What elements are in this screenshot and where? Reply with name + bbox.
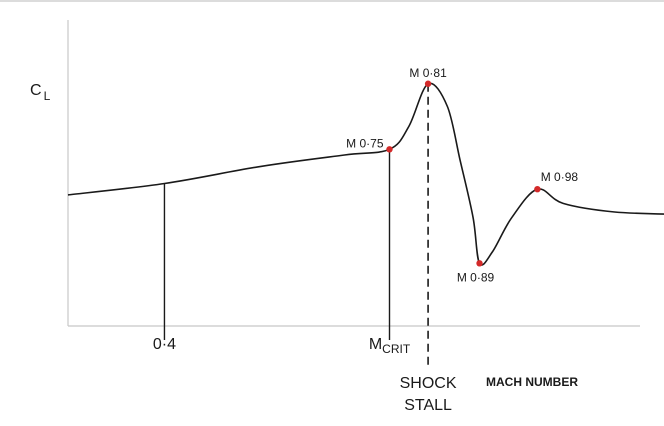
tick-label-0: 0·4 <box>153 336 176 353</box>
shock-stall-label-2: STALL <box>404 397 452 414</box>
y-axis-label-sub: L <box>44 89 51 103</box>
shock-stall-label-1: SHOCK <box>400 375 457 392</box>
cl-curve <box>67 82 664 266</box>
data-point-3 <box>534 186 541 193</box>
data-point-0 <box>386 146 393 153</box>
chart-marks: 0·4MCRIT1·21·4SHOCKSTALLM 0·75M 0·81M 0·… <box>67 66 664 414</box>
tick-label-1: MCRIT <box>369 336 411 356</box>
point-label-2: M 0·89 <box>457 270 495 284</box>
point-label-0: M 0·75 <box>346 136 384 150</box>
x-axis-label: MACH NUMBER <box>486 375 578 389</box>
data-point-1 <box>424 80 432 87</box>
data-point-2 <box>476 260 483 267</box>
point-label-1: M 0·81 <box>409 66 447 80</box>
top-border <box>0 0 664 2</box>
point-label-3: M 0·98 <box>541 170 579 184</box>
